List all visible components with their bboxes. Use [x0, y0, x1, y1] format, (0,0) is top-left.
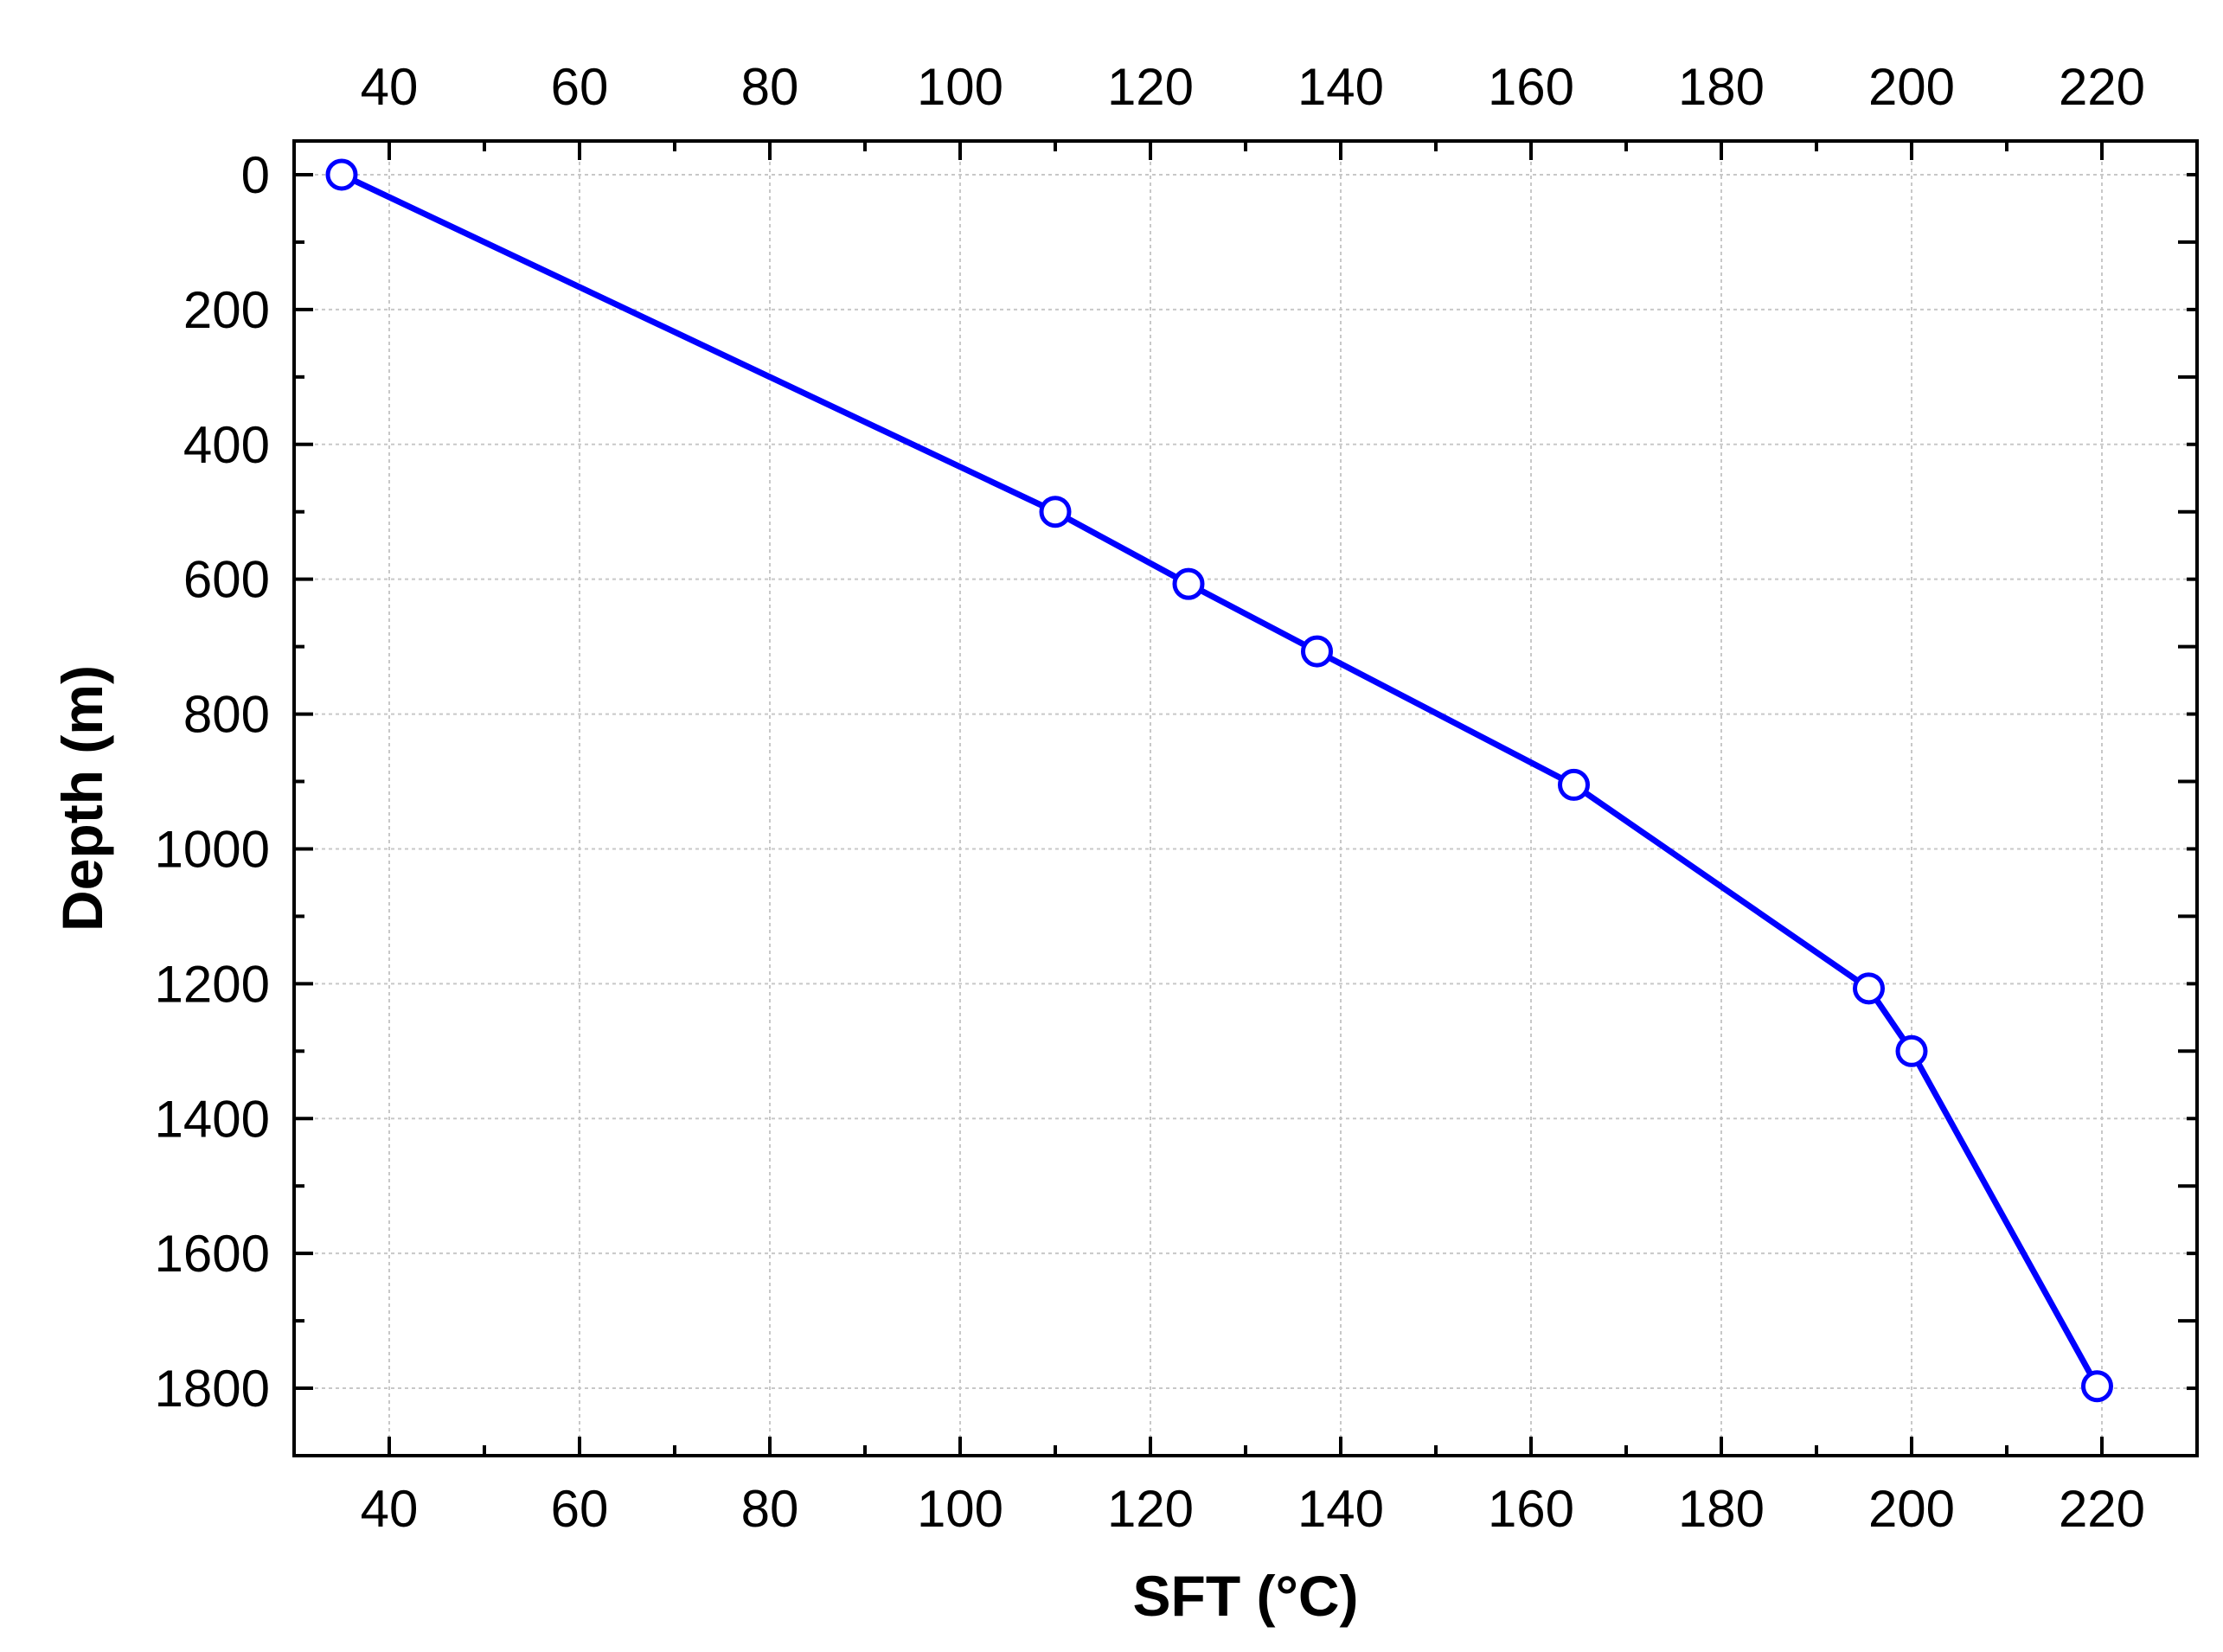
y-tick-label: 1800 [155, 1360, 270, 1418]
data-point-marker [2081, 1370, 2113, 1403]
y-tick-label: 600 [183, 551, 270, 609]
y-tick-label: 1000 [155, 820, 270, 878]
data-point-marker [1039, 496, 1072, 528]
x-tick-label-top: 180 [1678, 58, 1765, 116]
axis-tick-labels: 40 40 60 60 80 80 100 100 120 120 140 140 160 160 180 1… [155, 58, 2146, 1538]
axis-ticks [292, 141, 2199, 1457]
y-tick-label: 1200 [155, 955, 270, 1013]
y-tick-label: 800 [183, 686, 270, 744]
y-axis-title: Depth (m) [50, 665, 114, 932]
x-tick-label-bottom: 220 [2059, 1480, 2145, 1538]
data-point-marker [1853, 972, 1885, 1005]
data-point-marker [1895, 1034, 1928, 1067]
x-tick-label-bottom: 140 [1297, 1480, 1384, 1538]
x-tick-label-bottom: 60 [551, 1480, 609, 1538]
y-tick-label: 0 [241, 146, 270, 204]
x-tick-label-top: 60 [551, 58, 609, 116]
data-series [325, 158, 2113, 1403]
x-tick-label-top: 160 [1488, 58, 1574, 116]
x-tick-label-top: 120 [1107, 58, 1194, 116]
x-tick-label-top: 100 [917, 58, 1003, 116]
x-tick-label-top: 200 [1868, 58, 1955, 116]
grid-lines [294, 141, 2197, 1456]
series-line [340, 171, 2100, 1388]
x-tick-label-top: 40 [361, 58, 419, 116]
data-point-marker [325, 158, 358, 191]
x-tick-label-bottom: 200 [1868, 1480, 1955, 1538]
y-tick-label: 400 [183, 416, 270, 474]
data-point-marker [1301, 635, 1333, 668]
data-point-marker [1172, 567, 1205, 600]
x-tick-label-bottom: 180 [1678, 1480, 1765, 1538]
x-tick-label-top: 220 [2059, 58, 2145, 116]
x-tick-label-bottom: 80 [741, 1480, 799, 1538]
x-tick-label-bottom: 100 [917, 1480, 1003, 1538]
x-tick-label-top: 140 [1297, 58, 1384, 116]
x-tick-label-top: 80 [741, 58, 799, 116]
y-tick-label: 200 [183, 281, 270, 339]
data-point-marker [1558, 768, 1590, 801]
x-axis-title: SFT (°C) [1132, 1564, 1358, 1628]
y-tick-label: 1400 [155, 1090, 270, 1148]
x-tick-label-bottom: 160 [1488, 1480, 1574, 1538]
x-tick-label-bottom: 40 [361, 1480, 419, 1538]
x-tick-label-bottom: 120 [1107, 1480, 1194, 1538]
y-tick-label: 1600 [155, 1225, 270, 1283]
